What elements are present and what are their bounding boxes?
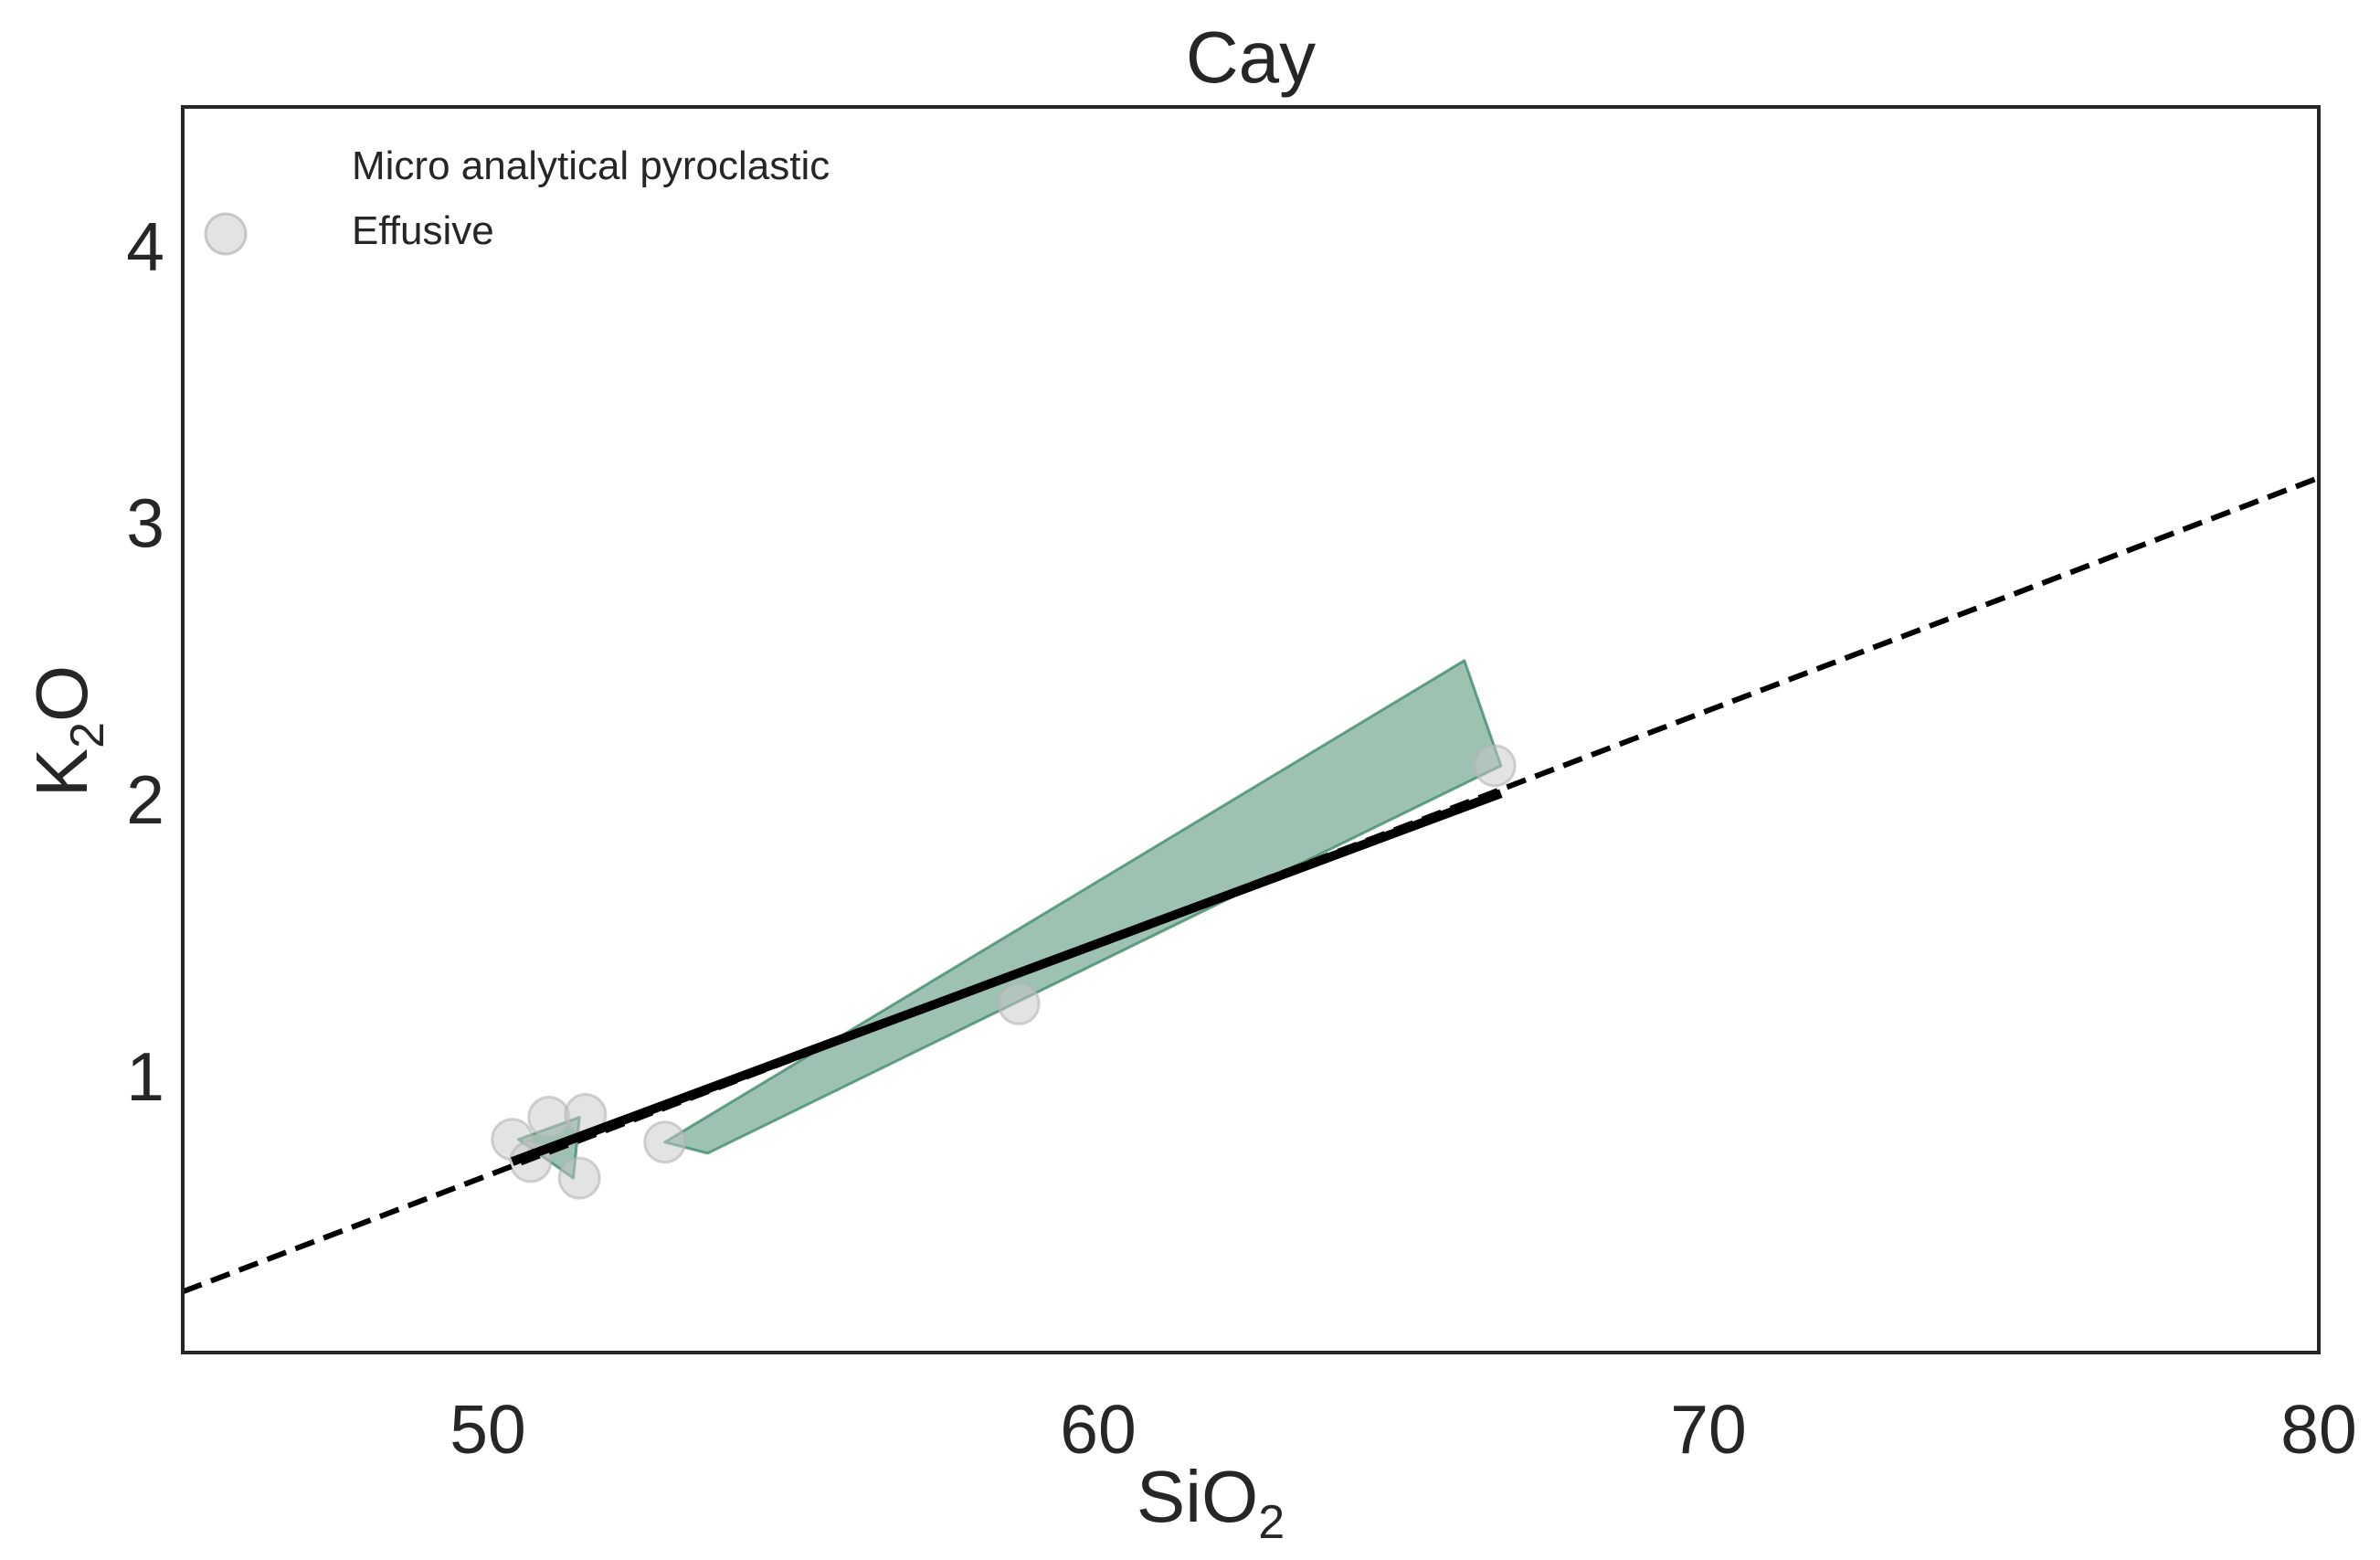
y-axis-ticks: 1 2 3 4 (126, 207, 164, 1115)
y-axis-label-rest: O (21, 665, 102, 722)
effusive-point-6 (997, 982, 1041, 1025)
plot-area (183, 475, 2319, 1295)
y-axis-label-main: K (21, 748, 102, 797)
y-tick-label-3: 3 (126, 484, 164, 561)
x-axis-label-subscript: 2 (1258, 1496, 1285, 1549)
legend-entry-pyroclastic: Micro analytical pyroclastic (352, 143, 830, 188)
y-axis-label-subscript: 2 (61, 722, 114, 748)
solid-trend-line (510, 789, 1503, 1166)
effusive-point-2 (527, 1096, 571, 1140)
x-tick-label-50: 50 (450, 1391, 525, 1468)
legend-marker-effusive (204, 212, 248, 256)
y-tick-label-4: 4 (126, 207, 164, 284)
y-tick-label-2: 2 (126, 761, 164, 838)
x-axis-label: SiO2 (1137, 1456, 1285, 1549)
x-tick-label-70: 70 (1670, 1391, 1746, 1468)
effusive-point-5 (643, 1120, 687, 1164)
legend-entry-effusive: Effusive (352, 208, 494, 253)
x-tick-label-60: 60 (1060, 1391, 1136, 1468)
y-axis-label: K2O (21, 665, 114, 798)
x-axis-ticks: 50 60 70 80 (450, 1391, 2356, 1468)
pyroclastic-field-1 (663, 659, 1503, 1155)
x-tick-label-80: 80 (2280, 1391, 2356, 1468)
chart-title: Cay (1186, 16, 1316, 98)
plot-frame (181, 105, 2321, 1354)
y-tick-label-1: 1 (126, 1038, 164, 1115)
effusive-point-7 (1473, 744, 1517, 788)
effusive-point-4 (557, 1156, 601, 1200)
x-axis-label-main: SiO (1137, 1456, 1258, 1537)
legend: Micro analytical pyroclastic Effusive (204, 143, 830, 256)
